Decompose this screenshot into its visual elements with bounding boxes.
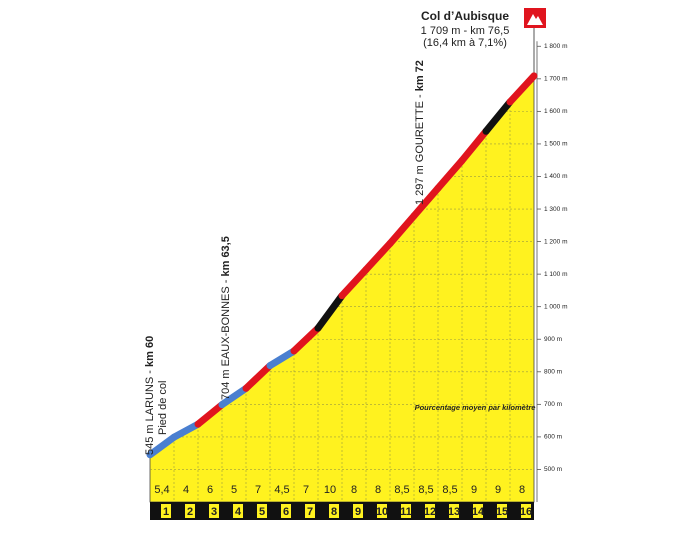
y-tick-label: 500 m (544, 466, 562, 473)
gradient-label: 10 (324, 484, 336, 496)
km-cell (329, 504, 339, 518)
gradient-label: 8,5 (394, 484, 409, 496)
summit-detail: 1 709 m - km 76,5 (421, 25, 510, 37)
summit-stats: (16,4 km à 7,1%) (423, 37, 507, 49)
gradient-label: 8 (351, 484, 357, 496)
y-tick-label: 1 600 m (544, 108, 568, 115)
y-tick-label: 800 m (544, 369, 562, 376)
km-label: 4 (235, 506, 242, 518)
gradient-label: 6 (207, 484, 213, 496)
km-cell (353, 504, 363, 518)
gradient-segment (338, 266, 370, 300)
km-label: 3 (211, 506, 217, 518)
km-label: 8 (331, 506, 337, 518)
gradient-label: 9 (495, 484, 501, 496)
km-label: 10 (376, 506, 388, 518)
gradient-segment (266, 347, 298, 370)
km-cell (377, 504, 387, 518)
landmark-km: km 72 (414, 60, 426, 91)
y-tick-label: 900 m (544, 336, 562, 343)
landmark: 1 297 m GOURETTE - km 72 (414, 60, 426, 205)
gradient-segment (170, 420, 202, 441)
gradient-label: 7 (303, 484, 309, 496)
km-cell (257, 504, 267, 518)
km-cell (449, 504, 459, 518)
landmark-label: 704 m EAUX-BONNES - (220, 277, 232, 400)
gradient-label: 9 (471, 484, 477, 496)
y-tick-label: 600 m (544, 434, 562, 441)
landmark-km: km 63,5 (220, 236, 232, 276)
gradient-segment (458, 127, 490, 165)
gradient-segment (386, 212, 418, 248)
gradient-segment (506, 72, 538, 106)
gradient-label: 4,5 (274, 484, 289, 496)
y-tick-label: 1 200 m (544, 238, 568, 245)
gradient-segment (434, 157, 466, 192)
km-label: 12 (424, 506, 436, 518)
gradient-label: 8,5 (442, 484, 457, 496)
y-tick-label: 1 300 m (544, 206, 568, 213)
gradient-label: 5,4 (154, 484, 169, 496)
km-cell (161, 504, 171, 518)
gradient-segment (218, 384, 250, 409)
gradient-segment (146, 433, 178, 459)
y-tick-label: 1 800 m (544, 43, 568, 50)
summit-name: Col d’Aubisque (421, 9, 509, 23)
gradient-segment (242, 362, 274, 392)
y-tick-label: 1 000 m (544, 303, 568, 310)
note: Pourcentage moyen par kilomètre (415, 403, 536, 412)
gradient-segment (362, 240, 394, 274)
km-band (150, 502, 534, 520)
gradient-segment (410, 184, 442, 220)
km-cell (473, 504, 483, 518)
y-tick-label: 1 700 m (544, 76, 568, 83)
y-tick-label: 1 400 m (544, 173, 568, 180)
gradient-label: 8 (519, 484, 525, 496)
km-label: 6 (283, 506, 289, 518)
y-tick-label: 700 m (544, 401, 562, 408)
landmark-km: km 60 (144, 336, 156, 367)
gradient-segment (194, 401, 226, 428)
gradient-label: 5 (231, 484, 237, 496)
km-label: 15 (496, 506, 508, 518)
km-label: 11 (400, 506, 412, 518)
km-label: 13 (448, 506, 460, 518)
flag-icon (527, 14, 543, 25)
km-label: 5 (259, 506, 265, 518)
km-label: 7 (307, 506, 313, 518)
landmark-label: 545 m LARUNS - (144, 367, 156, 455)
km-cell (521, 504, 531, 518)
km-label: 2 (187, 506, 193, 518)
gradient-label: 7 (255, 484, 261, 496)
km-label: 14 (472, 506, 485, 518)
km-cell (497, 504, 507, 518)
km-cell (185, 504, 195, 518)
gradient-label: 8,5 (418, 484, 433, 496)
plot: 500 m 600 m 700 m 800 m 900 m 1 000 m 1 100 m 1… (144, 8, 568, 520)
landmark-label: 1 297 m GOURETTE - (414, 91, 426, 205)
gradient-segment (314, 292, 346, 332)
gradient-label: 8 (375, 484, 381, 496)
km-cell (209, 504, 219, 518)
y-tick-label: 1 500 m (544, 141, 568, 148)
landmark: 545 m LARUNS - km 60 (144, 336, 156, 455)
km-cell (425, 504, 435, 518)
km-cell (233, 504, 243, 518)
gradient-segment (482, 98, 514, 135)
km-cell (401, 504, 411, 518)
gradient-segment (290, 324, 322, 355)
km-label: 1 (163, 506, 169, 518)
landmark: 704 m EAUX-BONNES - km 63,5 (220, 236, 232, 400)
km-cell (281, 504, 291, 518)
km-label: 9 (355, 506, 361, 518)
y-tick-label: 1 100 m (544, 271, 568, 278)
km-label: 16 (520, 506, 532, 518)
km-cell (305, 504, 315, 518)
landmark-note: Pied de col (157, 381, 169, 435)
gradient-label: 4 (183, 484, 189, 496)
